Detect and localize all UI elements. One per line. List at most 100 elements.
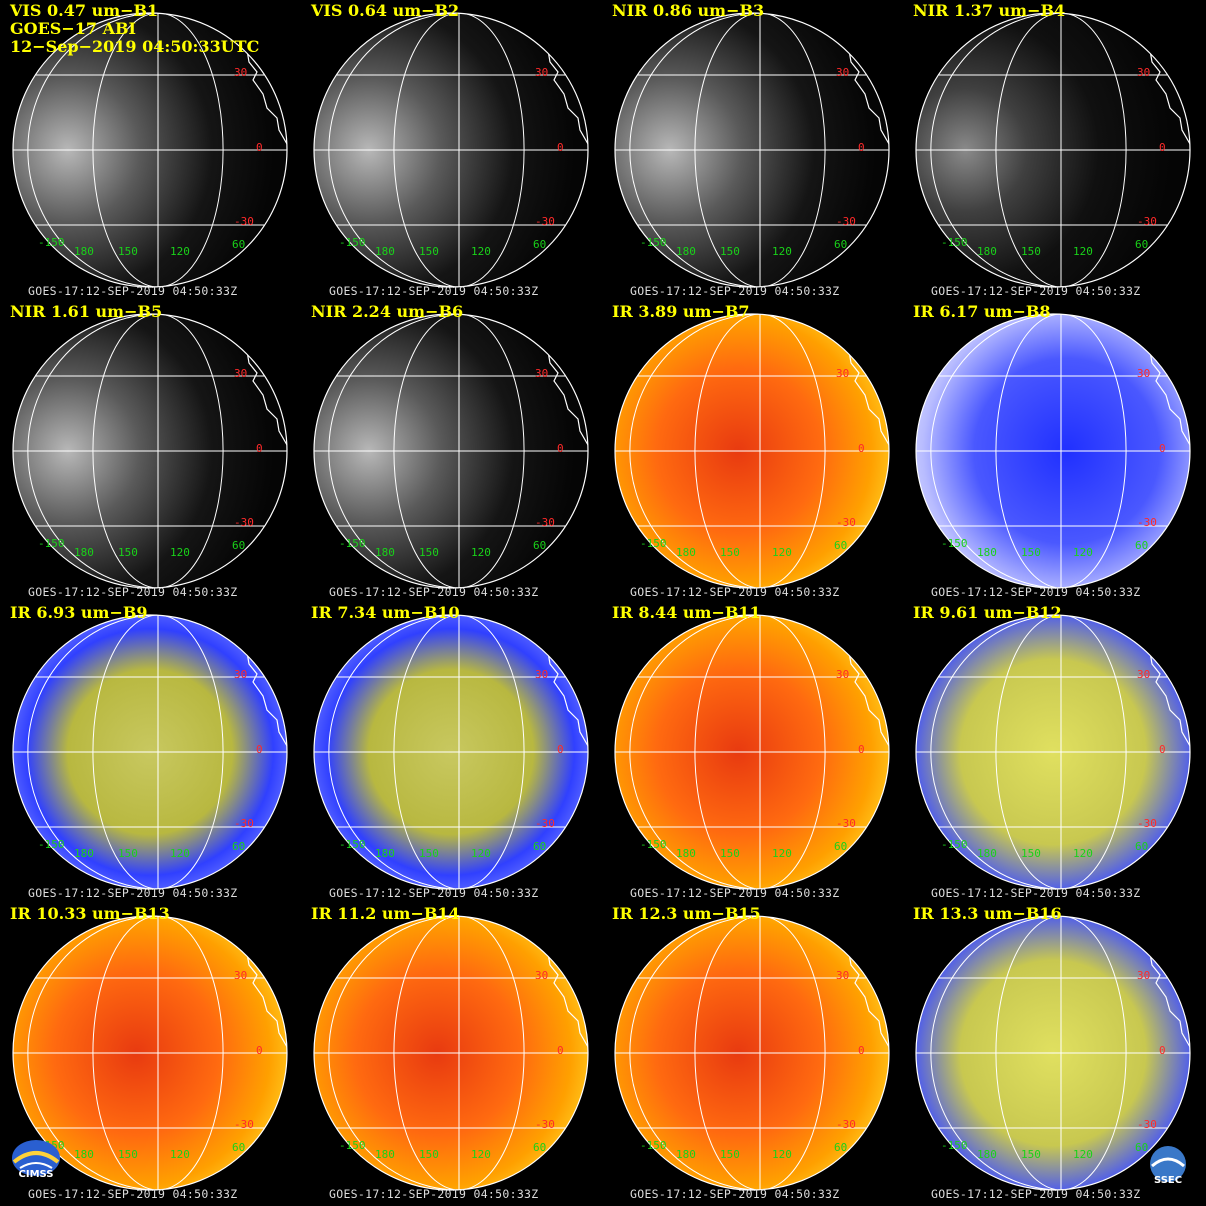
lat-label-30: 30 xyxy=(535,367,549,380)
lon-label-60: 60 xyxy=(1135,539,1149,552)
lon-label-60: 60 xyxy=(834,238,848,251)
lat-label-30: 30 xyxy=(234,969,248,982)
satellite-label: GOES−17 ABI xyxy=(10,19,137,38)
lon-label-60: 60 xyxy=(834,840,848,853)
lon-label-150: 150 xyxy=(419,546,439,559)
lon-label-150: 150 xyxy=(720,245,740,258)
timestamp: GOES-17:12-SEP-2019 04:50:33Z xyxy=(329,585,539,599)
globe-image xyxy=(915,313,1191,589)
band-panel: IR 7.34 um−B10 30 0 -30 -150 180 150 120… xyxy=(301,602,600,901)
lon-label-60: 60 xyxy=(1135,1141,1149,1154)
lat-label-0: 0 xyxy=(858,1044,865,1057)
lat-label-30: 30 xyxy=(535,66,549,79)
band-label: NIR 0.86 um−B3 xyxy=(612,1,765,20)
band-label: NIR 1.37 um−B4 xyxy=(913,1,1066,20)
lat-label-minus30: -30 xyxy=(535,516,555,529)
lon-label-minus150: -150 xyxy=(640,537,667,550)
lon-label-120: 120 xyxy=(1073,847,1093,860)
lon-label-180: 180 xyxy=(977,1148,997,1161)
lon-label-180: 180 xyxy=(74,245,94,258)
ssec-logo: SSEC xyxy=(1142,1144,1194,1188)
lat-label-30: 30 xyxy=(836,668,850,681)
band-label: IR 12.3 um−B15 xyxy=(612,904,761,923)
globe-image xyxy=(12,313,288,589)
lat-label-minus30: -30 xyxy=(836,817,856,830)
timestamp: GOES-17:12-SEP-2019 04:50:33Z xyxy=(931,1187,1141,1201)
lon-label-minus150: -150 xyxy=(941,1139,968,1152)
band-panel: NIR 1.37 um−B4 30 0 -30 -150 180 150 120… xyxy=(903,0,1202,299)
timestamp: GOES-17:12-SEP-2019 04:50:33Z xyxy=(28,1187,238,1201)
lon-label-minus150: -150 xyxy=(640,236,667,249)
lon-label-60: 60 xyxy=(1135,840,1149,853)
lon-label-60: 60 xyxy=(533,1141,547,1154)
band-panel: IR 11.2 um−B14 30 0 -30 -150 180 150 120… xyxy=(301,903,600,1202)
lat-label-0: 0 xyxy=(858,141,865,154)
lon-label-150: 150 xyxy=(720,546,740,559)
lon-label-180: 180 xyxy=(74,847,94,860)
band-panel: VIS 0.47 um−B1 30 0 -30 -150 180 150 120… xyxy=(0,0,299,299)
lon-label-150: 150 xyxy=(1021,546,1041,559)
lon-label-150: 150 xyxy=(1021,245,1041,258)
lat-label-30: 30 xyxy=(1137,668,1151,681)
band-label: VIS 0.64 um−B2 xyxy=(311,1,460,20)
band-label: IR 13.3 um−B16 xyxy=(913,904,1062,923)
band-panel: IR 10.33 um−B13 30 0 -30 -150 180 150 12… xyxy=(0,903,299,1202)
lat-label-30: 30 xyxy=(535,969,549,982)
lon-label-60: 60 xyxy=(232,238,246,251)
lon-label-60: 60 xyxy=(232,539,246,552)
band-label: IR 6.17 um−B8 xyxy=(913,302,1051,321)
lat-label-minus30: -30 xyxy=(1137,817,1157,830)
lon-label-120: 120 xyxy=(772,847,792,860)
timestamp: GOES-17:12-SEP-2019 04:50:33Z xyxy=(931,585,1141,599)
lon-label-minus150: -150 xyxy=(941,537,968,550)
lon-label-minus150: -150 xyxy=(640,1139,667,1152)
lon-label-150: 150 xyxy=(1021,1148,1041,1161)
band-label: IR 6.93 um−B9 xyxy=(10,603,148,622)
lat-label-0: 0 xyxy=(1159,442,1166,455)
lon-label-150: 150 xyxy=(419,1148,439,1161)
timestamp: GOES-17:12-SEP-2019 04:50:33Z xyxy=(329,284,539,298)
lat-label-minus30: -30 xyxy=(836,1118,856,1131)
band-panel: NIR 2.24 um−B6 30 0 -30 -150 180 150 120… xyxy=(301,301,600,600)
lon-label-180: 180 xyxy=(74,1148,94,1161)
lat-label-0: 0 xyxy=(858,743,865,756)
timestamp: GOES-17:12-SEP-2019 04:50:33Z xyxy=(28,585,238,599)
lon-label-60: 60 xyxy=(1135,238,1149,251)
band-label: NIR 1.61 um−B5 xyxy=(10,302,163,321)
lon-label-120: 120 xyxy=(772,546,792,559)
lon-label-120: 120 xyxy=(772,245,792,258)
lon-label-180: 180 xyxy=(375,847,395,860)
band-label: IR 10.33 um−B13 xyxy=(10,904,170,923)
lat-label-minus30: -30 xyxy=(836,215,856,228)
globe-image xyxy=(12,614,288,890)
lat-label-minus30: -30 xyxy=(535,215,555,228)
timestamp: GOES-17:12-SEP-2019 04:50:33Z xyxy=(28,284,238,298)
timestamp: GOES-17:12-SEP-2019 04:50:33Z xyxy=(28,886,238,900)
lat-label-0: 0 xyxy=(858,442,865,455)
lat-label-0: 0 xyxy=(557,743,564,756)
lat-label-30: 30 xyxy=(1137,367,1151,380)
lat-label-minus30: -30 xyxy=(234,215,254,228)
globe-image xyxy=(313,915,589,1191)
lon-label-120: 120 xyxy=(170,546,190,559)
lat-label-30: 30 xyxy=(836,367,850,380)
lon-label-minus150: -150 xyxy=(339,1139,366,1152)
globe-image xyxy=(12,915,288,1191)
lon-label-180: 180 xyxy=(375,245,395,258)
lon-label-150: 150 xyxy=(118,546,138,559)
timestamp: GOES-17:12-SEP-2019 04:50:33Z xyxy=(630,284,840,298)
lat-label-minus30: -30 xyxy=(234,516,254,529)
band-panel: IR 6.17 um−B8 30 0 -30 -150 180 150 120 … xyxy=(903,301,1202,600)
datetime-label: 12−Sep−2019 04:50:33UTC xyxy=(10,37,260,56)
globe-image xyxy=(313,12,589,288)
lon-label-120: 120 xyxy=(471,245,491,258)
lon-label-120: 120 xyxy=(471,1148,491,1161)
lon-label-150: 150 xyxy=(720,1148,740,1161)
lat-label-30: 30 xyxy=(1137,66,1151,79)
lon-label-60: 60 xyxy=(232,840,246,853)
lon-label-120: 120 xyxy=(471,546,491,559)
lon-label-180: 180 xyxy=(74,546,94,559)
lon-label-150: 150 xyxy=(419,847,439,860)
globe-image xyxy=(915,12,1191,288)
